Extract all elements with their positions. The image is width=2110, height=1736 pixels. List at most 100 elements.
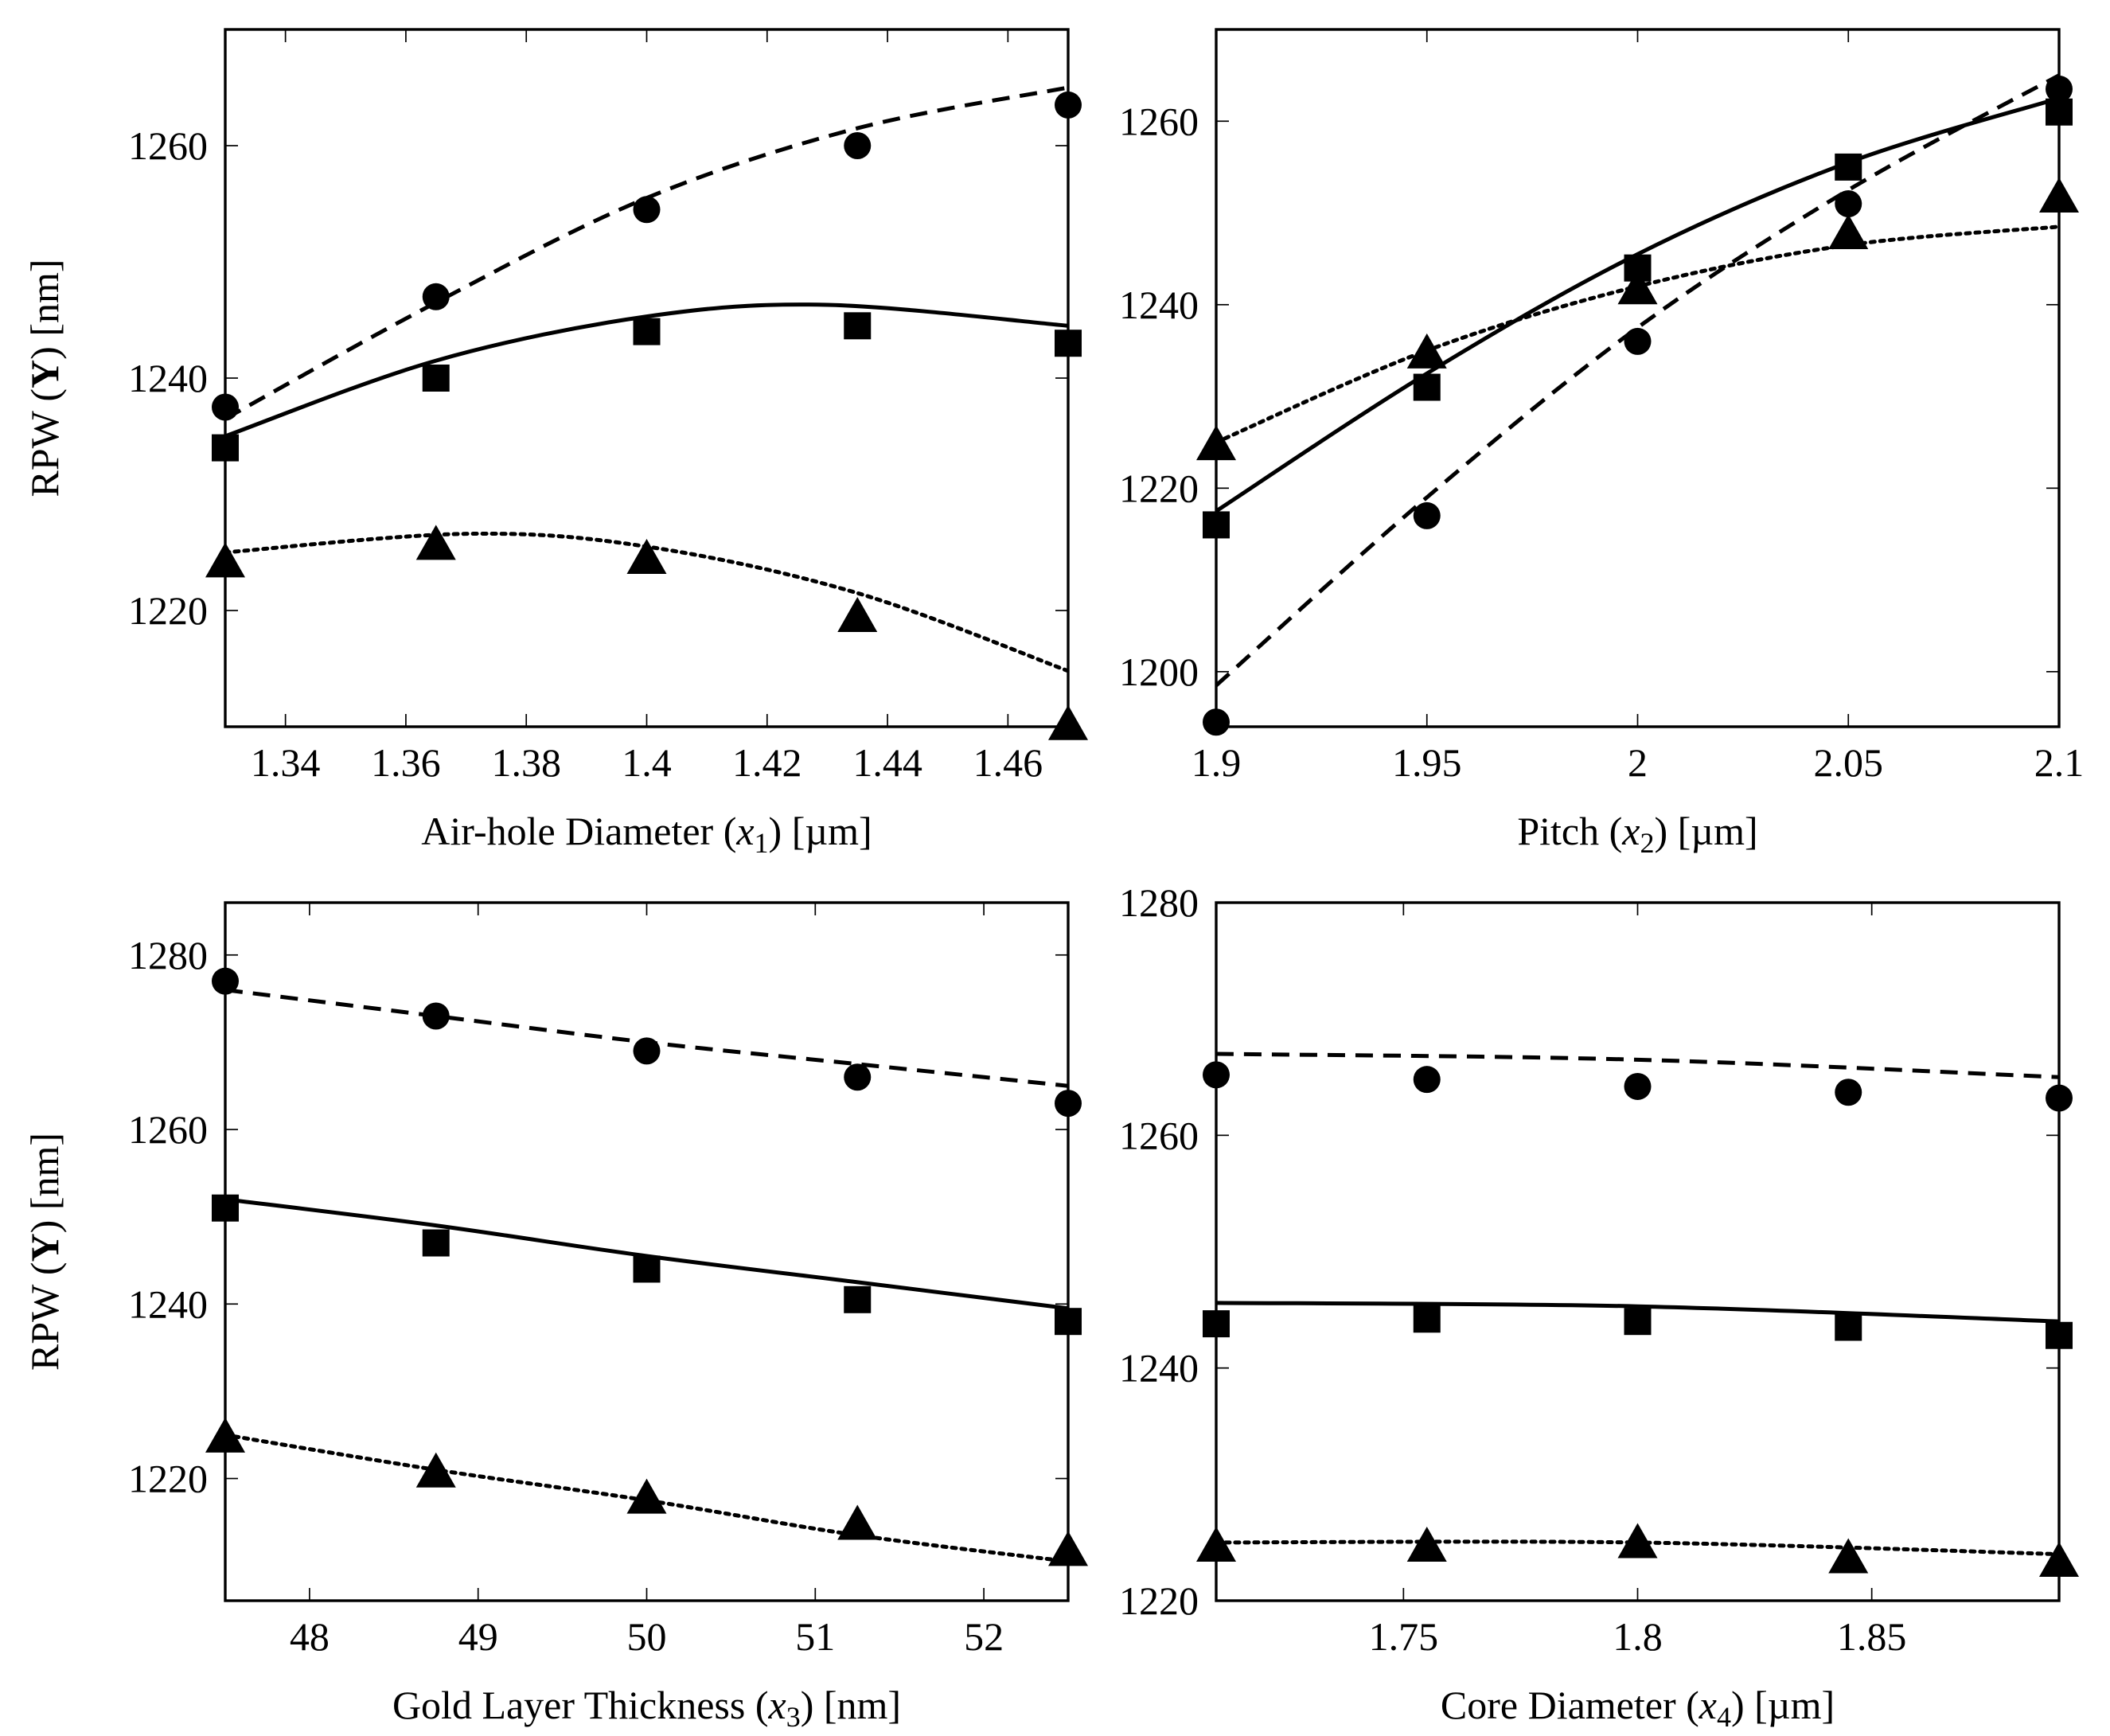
data-point-circle-dashed bbox=[633, 196, 661, 224]
label-text: ) [nm] bbox=[22, 1133, 67, 1233]
x-tick-label: 1.36 bbox=[371, 740, 441, 785]
y-tick-label: 1260 bbox=[1119, 1113, 1199, 1157]
data-point-circle-dashed bbox=[212, 967, 239, 995]
data-point-square-solid bbox=[844, 312, 872, 340]
x-axis-label: Gold Layer Thickness (x3) [nm] bbox=[392, 1683, 901, 1733]
data-point-triangle-dotted bbox=[1828, 214, 1869, 250]
y-tick-label: 1240 bbox=[128, 1282, 208, 1326]
x-tick-label: 49 bbox=[458, 1614, 498, 1659]
data-point-circle-dashed bbox=[2046, 75, 2073, 103]
x-tick-label: 1.8 bbox=[1613, 1614, 1663, 1659]
x-tick-label: 51 bbox=[795, 1614, 835, 1659]
label-variable: x bbox=[1621, 809, 1640, 853]
x-axis-label: Pitch (x2) [µm] bbox=[1517, 809, 1757, 859]
data-point-circle-dashed bbox=[422, 283, 450, 310]
data-point-square-solid bbox=[1413, 1305, 1441, 1333]
data-point-triangle-dotted bbox=[1048, 1531, 1088, 1566]
data-point-circle-dashed bbox=[1203, 1061, 1230, 1089]
fit-curve-square-solid bbox=[1216, 96, 2059, 513]
data-point-circle-dashed bbox=[1413, 1066, 1441, 1094]
x-tick-label: 1.95 bbox=[1392, 740, 1462, 785]
y-tick-label: 1240 bbox=[1119, 1346, 1199, 1391]
y-tick-label: 1280 bbox=[1119, 880, 1199, 925]
label-bold: Y bbox=[22, 360, 67, 388]
x-tick-label: 1.46 bbox=[973, 740, 1043, 785]
data-point-circle-dashed bbox=[844, 132, 872, 159]
label-subscript: 2 bbox=[1640, 827, 1654, 859]
x-tick-label: 1.38 bbox=[491, 740, 561, 785]
data-point-circle-dashed bbox=[1055, 1090, 1082, 1118]
y-tick-label: 1200 bbox=[1119, 650, 1199, 694]
data-point-circle-dashed bbox=[1835, 1079, 1862, 1106]
data-point-triangle-dotted bbox=[415, 1452, 456, 1488]
label-subscript: 3 bbox=[786, 1701, 801, 1733]
label-variable: x bbox=[768, 1683, 786, 1727]
x-tick-label: 1.85 bbox=[1837, 1614, 1907, 1659]
x-tick-label: 1.44 bbox=[852, 740, 922, 785]
data-point-square-solid bbox=[1413, 373, 1441, 401]
label-text: ) [µm] bbox=[769, 809, 872, 853]
x-tick-label: 1.75 bbox=[1369, 1614, 1439, 1659]
plot-frame bbox=[1215, 901, 2061, 1602]
label-text: ) [µm] bbox=[1654, 809, 1757, 853]
data-point-circle-dashed bbox=[1624, 1072, 1652, 1100]
data-point-triangle-dotted bbox=[837, 596, 878, 632]
x-axis-label: Air-hole Diameter (x1) [µm] bbox=[421, 809, 872, 859]
label-text: ) [µm] bbox=[1731, 1683, 1835, 1727]
data-point-square-solid bbox=[422, 1229, 450, 1257]
chart-panel-4: 1.75 1.8 1.85 1220 1240 1260 1280 Core Diameter… bbox=[1119, 880, 2079, 1733]
x-tick-label: 2.05 bbox=[1814, 740, 1884, 785]
data-point-triangle-dotted bbox=[205, 1417, 245, 1453]
data-point-square-solid bbox=[212, 434, 239, 462]
data-point-triangle-dotted bbox=[2039, 1541, 2079, 1577]
label-text: RPW ( bbox=[22, 1262, 67, 1371]
x-tick-label: 1.34 bbox=[251, 740, 321, 785]
fit-curve-triangle-dotted bbox=[225, 1433, 1068, 1564]
data-point-square-solid bbox=[212, 1194, 239, 1222]
y-tick-label: 1220 bbox=[128, 588, 208, 633]
plot-frame bbox=[224, 901, 1070, 1602]
data-point-square-solid bbox=[844, 1285, 872, 1313]
data-point-triangle-dotted bbox=[415, 525, 456, 560]
data-point-square-solid bbox=[2046, 1321, 2073, 1349]
plot-frame bbox=[1215, 28, 2061, 728]
data-point-triangle-dotted bbox=[1406, 333, 1447, 369]
y-tick-label: 1220 bbox=[1119, 466, 1199, 510]
data-point-circle-dashed bbox=[1413, 501, 1441, 529]
data-point-triangle-dotted bbox=[1196, 425, 1236, 461]
data-point-circle-dashed bbox=[1055, 91, 1082, 119]
label-text: Pitch ( bbox=[1517, 809, 1622, 853]
y-axis-label: RPW (Y) [nm] bbox=[22, 259, 67, 497]
plot-frame bbox=[224, 28, 1070, 728]
data-point-circle-dashed bbox=[212, 393, 239, 421]
data-point-triangle-dotted bbox=[205, 542, 245, 578]
data-point-square-solid bbox=[2046, 98, 2073, 126]
x-tick-label: 1.4 bbox=[622, 740, 672, 785]
data-point-square-solid bbox=[633, 318, 661, 345]
label-text: Gold Layer Thickness ( bbox=[392, 1683, 769, 1727]
data-point-triangle-dotted bbox=[626, 1478, 667, 1514]
x-axis-label: Core Diameter (x4) [µm] bbox=[1441, 1683, 1835, 1733]
fit-curve-square-solid bbox=[1216, 1301, 2059, 1324]
data-point-circle-dashed bbox=[1835, 190, 1862, 217]
data-point-triangle-dotted bbox=[626, 538, 667, 574]
fit-curve-circle-dashed bbox=[225, 85, 1068, 421]
data-point-square-solid bbox=[1835, 153, 1862, 181]
data-point-square-solid bbox=[1203, 511, 1230, 539]
y-tick-label: 1260 bbox=[1119, 99, 1199, 143]
y-tick-label: 1280 bbox=[128, 933, 208, 977]
x-tick-label: 1.9 bbox=[1192, 740, 1242, 785]
y-tick-label: 1260 bbox=[128, 1107, 208, 1152]
fit-curve-circle-dashed bbox=[1216, 1051, 2059, 1079]
data-point-square-solid bbox=[1055, 330, 1082, 357]
y-tick-label: 1220 bbox=[128, 1457, 208, 1501]
label-bold: Y bbox=[22, 1233, 67, 1262]
label-text: Core Diameter ( bbox=[1441, 1683, 1699, 1727]
y-tick-label: 1220 bbox=[1119, 1578, 1199, 1623]
x-tick-label: 1.42 bbox=[732, 740, 802, 785]
y-tick-label: 1240 bbox=[1119, 283, 1199, 327]
label-text: RPW ( bbox=[22, 388, 67, 497]
data-point-circle-dashed bbox=[2046, 1084, 2073, 1112]
data-point-square-solid bbox=[633, 1255, 661, 1283]
